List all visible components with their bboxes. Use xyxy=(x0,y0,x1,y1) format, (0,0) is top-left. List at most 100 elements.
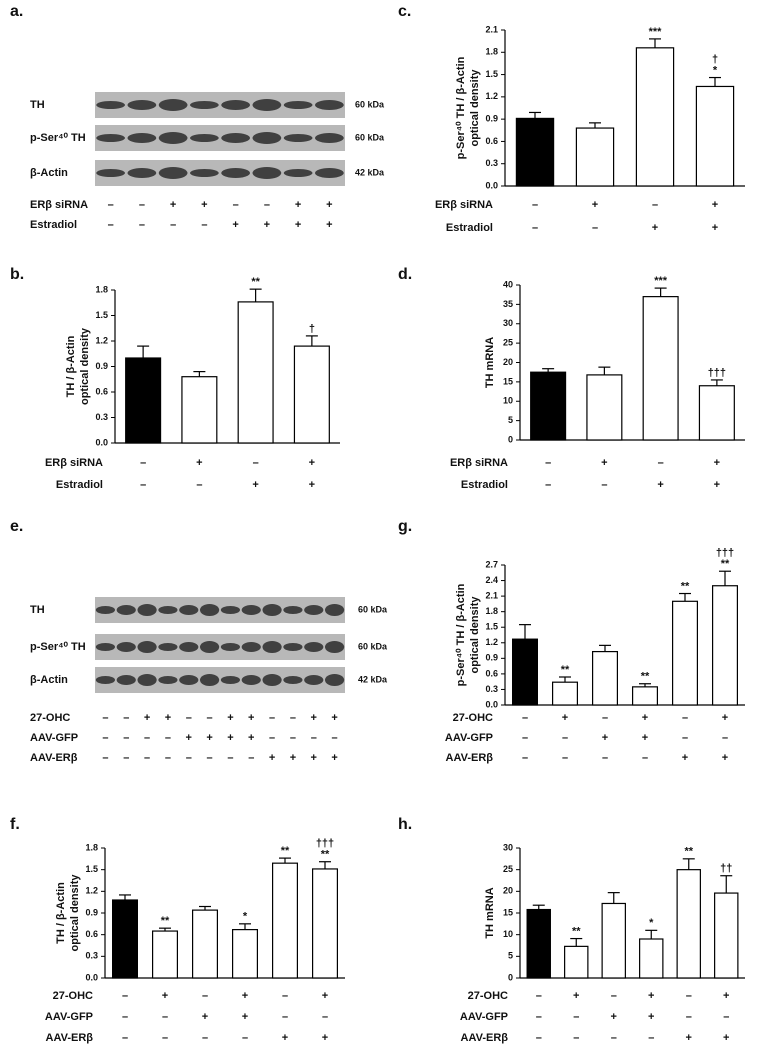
condition-sign: – xyxy=(562,752,568,764)
blot-band xyxy=(96,134,125,142)
bar xyxy=(511,638,538,706)
blot-label: TH xyxy=(30,99,45,111)
condition-sign: – xyxy=(201,219,207,231)
condition-sign: – xyxy=(290,712,296,724)
condition-sign: + xyxy=(723,990,729,1002)
condition-name: AAV-GFP xyxy=(445,732,493,744)
bar xyxy=(181,376,218,444)
y-tick-label: 0.0 xyxy=(85,972,98,982)
panel-letter: b. xyxy=(10,266,24,283)
significance-label: ** xyxy=(281,845,290,857)
significance-label: † xyxy=(712,53,718,65)
condition-sign: + xyxy=(227,712,233,724)
condition-sign: + xyxy=(686,1032,692,1044)
condition-sign: + xyxy=(642,712,648,724)
condition-sign: – xyxy=(248,752,254,764)
blot-band xyxy=(315,168,344,178)
condition-sign: + xyxy=(309,479,315,491)
blot-band xyxy=(252,167,282,179)
significance-label: ** xyxy=(572,925,581,937)
condition-sign: + xyxy=(252,479,258,491)
condition-sign: + xyxy=(592,199,598,211)
condition-sign: – xyxy=(545,457,551,469)
y-tick-label: 25 xyxy=(503,864,513,874)
condition-name: Estradiol xyxy=(30,219,77,231)
y-tick-label: 0.6 xyxy=(95,386,108,396)
condition-sign: – xyxy=(562,732,568,744)
y-tick-label: 1.5 xyxy=(485,69,498,79)
blot-band xyxy=(116,605,136,615)
y-tick-label: 20 xyxy=(503,357,513,367)
condition-sign: – xyxy=(207,752,213,764)
blot-band xyxy=(283,134,313,142)
condition-sign: + xyxy=(722,712,728,724)
condition-sign: + xyxy=(602,732,608,744)
y-tick-label: 0.9 xyxy=(485,114,498,124)
condition-name: 27-OHC xyxy=(468,990,508,1002)
condition-sign: – xyxy=(108,199,114,211)
blot-band xyxy=(283,643,303,651)
condition-sign: – xyxy=(545,479,551,491)
condition-sign: – xyxy=(207,712,213,724)
bar xyxy=(698,385,735,441)
condition-sign: + xyxy=(326,219,332,231)
blot-band xyxy=(95,606,115,614)
y-tick-label: 0.6 xyxy=(485,668,498,678)
condition-sign: – xyxy=(532,222,538,234)
panel-letter: e. xyxy=(10,518,23,535)
condition-name: Estradiol xyxy=(446,222,493,234)
y-tick-label: 30 xyxy=(503,318,513,328)
bar xyxy=(564,945,589,979)
bar xyxy=(591,650,618,706)
blot-label: β-Actin xyxy=(30,167,68,179)
significance-label: ** xyxy=(561,664,570,676)
blot-band xyxy=(190,101,219,109)
condition-sign: – xyxy=(536,990,542,1002)
condition-sign: + xyxy=(264,219,270,231)
blot-band xyxy=(127,133,157,143)
y-tick-label: 40 xyxy=(503,279,513,289)
y-tick-label: 2.1 xyxy=(485,590,498,600)
blot-band xyxy=(95,676,115,684)
blot-band xyxy=(221,133,250,143)
condition-sign: – xyxy=(611,1032,617,1044)
condition-sign: + xyxy=(331,712,337,724)
condition-sign: + xyxy=(196,457,202,469)
blot-band xyxy=(220,606,241,614)
condition-sign: – xyxy=(536,1032,542,1044)
condition-sign: – xyxy=(602,712,608,724)
blot-band xyxy=(96,101,125,109)
condition-sign: + xyxy=(309,457,315,469)
condition-sign: – xyxy=(658,457,664,469)
y-tick-label: 15 xyxy=(503,376,513,386)
y-tick-label: 0.9 xyxy=(95,361,108,371)
condition-name: Estradiol xyxy=(461,479,508,491)
blot-label: β-Actin xyxy=(30,674,68,686)
condition-sign: – xyxy=(573,1032,579,1044)
y-axis-label: TH mRNA xyxy=(484,337,496,388)
blot-label: TH xyxy=(30,604,45,616)
bar xyxy=(530,371,567,441)
condition-sign: + xyxy=(162,990,168,1002)
condition-sign: – xyxy=(522,732,528,744)
bar xyxy=(551,681,578,706)
y-tick-label: 2.7 xyxy=(485,559,498,569)
y-axis-label: p-Ser⁴⁰ TH / β-Actin xyxy=(455,583,467,686)
blot-band xyxy=(304,605,324,615)
significance-label: ** xyxy=(681,580,690,592)
bar xyxy=(695,85,735,187)
condition-sign: + xyxy=(331,752,337,764)
condition-sign: + xyxy=(170,199,176,211)
significance-label: ** xyxy=(161,915,170,927)
blot-band xyxy=(283,101,313,109)
blot-band xyxy=(221,168,250,178)
bar xyxy=(515,117,555,187)
significance-label: ** xyxy=(321,849,330,861)
condition-sign: + xyxy=(652,222,658,234)
significance-label: * xyxy=(713,64,718,76)
condition-sign: – xyxy=(522,712,528,724)
blot-band xyxy=(252,99,282,111)
condition-sign: + xyxy=(202,1011,208,1023)
blot-band xyxy=(127,100,157,110)
y-tick-label: 1.2 xyxy=(485,637,498,647)
